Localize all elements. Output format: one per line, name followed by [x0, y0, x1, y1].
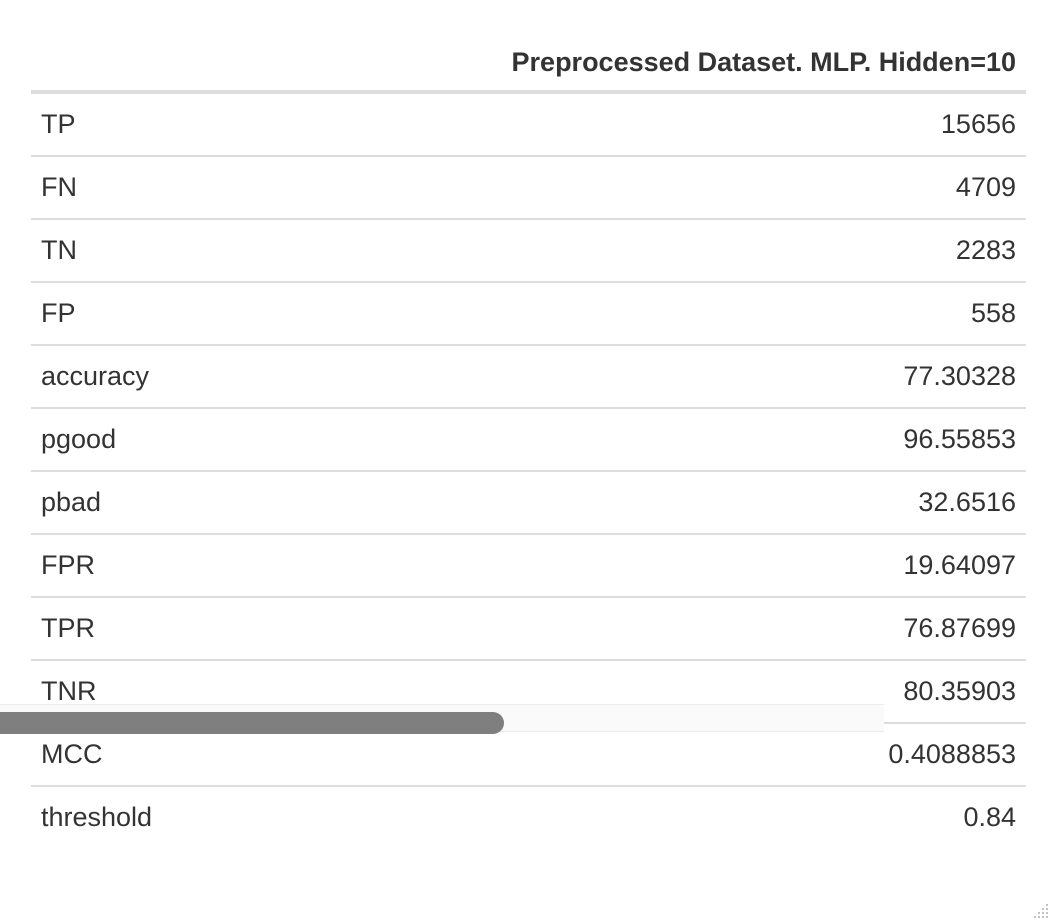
- metric-label: FPR: [31, 534, 230, 598]
- metric-label: TPR: [31, 597, 230, 661]
- metric-value: 2283: [229, 219, 1026, 283]
- metric-label: pgood: [31, 408, 230, 472]
- metric-label: TP: [31, 92, 230, 157]
- table-row: FP 558: [31, 282, 1026, 346]
- metric-value: 76.87699: [229, 597, 1026, 661]
- table-header-row: Preprocessed Dataset. MLP. Hidden=10: [31, 34, 1026, 94]
- table-row: pbad 32.6516: [31, 471, 1026, 535]
- metric-label: threshold: [41, 802, 153, 832]
- metric-value: 32.6516: [229, 471, 1026, 535]
- metric-label: pbad: [31, 471, 230, 535]
- horizontal-scrollbar[interactable]: [0, 704, 884, 734]
- metric-label: accuracy: [31, 345, 230, 409]
- table-row: TN 2283: [31, 219, 1026, 283]
- metric-value: 96.55853: [229, 408, 1026, 472]
- metric-value: 77.30328: [229, 345, 1026, 409]
- metric-value: 0.84: [963, 802, 1016, 832]
- horizontal-scrollbar-thumb[interactable]: [0, 712, 504, 734]
- metric-value: 15656: [229, 92, 1026, 157]
- metric-label: TN: [31, 219, 230, 283]
- table-row: pgood 96.55853: [31, 408, 1026, 472]
- metric-label: FP: [31, 282, 230, 346]
- metric-value: 4709: [229, 156, 1026, 220]
- column-header-label[interactable]: [31, 34, 230, 94]
- table-row: TP 15656: [31, 92, 1026, 157]
- metric-value: 558: [229, 282, 1026, 346]
- metric-value: 19.64097: [229, 534, 1026, 598]
- table-row: threshold 0.84: [31, 786, 1026, 848]
- table-row: FPR 19.64097: [31, 534, 1026, 598]
- metric-label: FN: [31, 156, 230, 220]
- resize-grip-icon[interactable]: [1032, 902, 1050, 920]
- table-row: accuracy 77.30328: [31, 345, 1026, 409]
- column-header-value[interactable]: Preprocessed Dataset. MLP. Hidden=10: [229, 34, 1026, 94]
- table-row: TPR 76.87699: [31, 597, 1026, 661]
- table-row: FN 4709: [31, 156, 1026, 220]
- table-body: TP 15656 FN 4709 TN 2283 FP 558 accuracy 77.30328…: [31, 92, 1026, 848]
